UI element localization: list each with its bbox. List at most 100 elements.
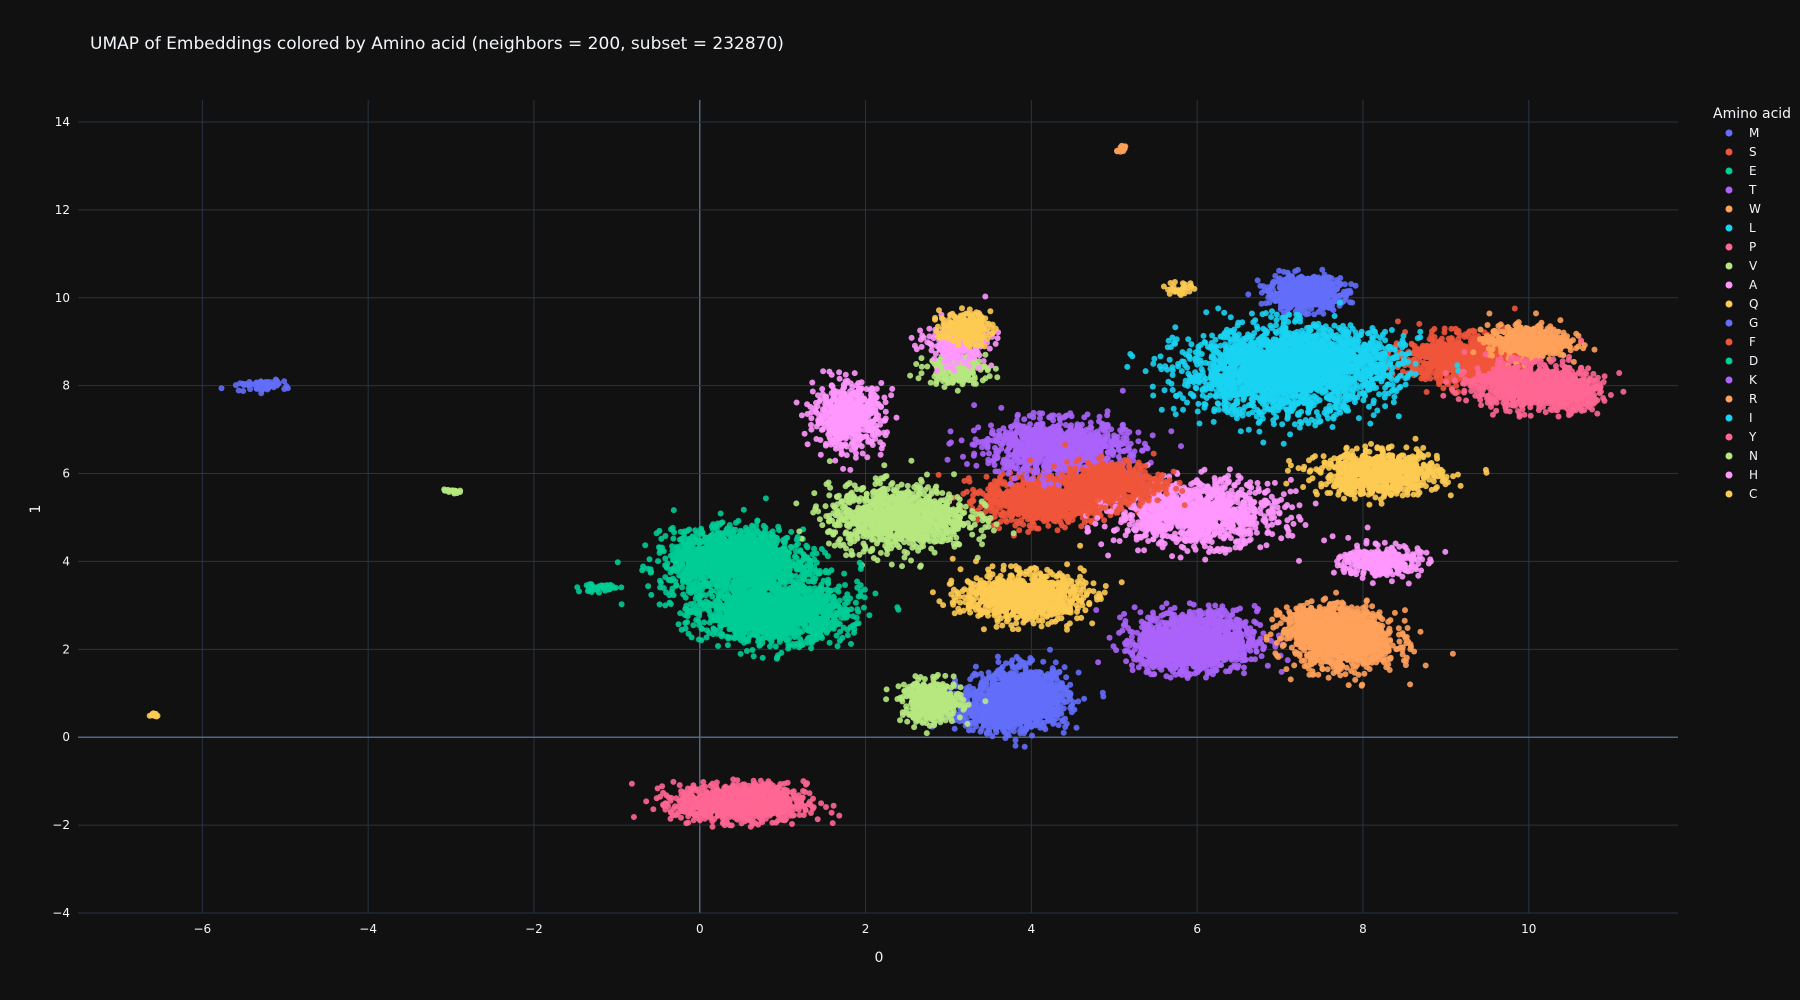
point <box>988 481 994 488</box>
point <box>1435 353 1442 360</box>
point <box>754 517 761 524</box>
point <box>995 659 1002 665</box>
point <box>960 490 967 497</box>
point <box>646 556 653 563</box>
point <box>1025 529 1032 535</box>
point <box>1046 701 1053 708</box>
point <box>1292 268 1299 275</box>
point <box>998 491 1005 498</box>
point <box>1443 355 1450 362</box>
point <box>1460 359 1467 366</box>
point <box>978 670 985 677</box>
point <box>1264 284 1271 291</box>
point <box>1012 742 1019 749</box>
point <box>1021 743 1028 750</box>
point <box>1394 318 1401 325</box>
point <box>1013 518 1020 525</box>
point <box>994 481 1001 488</box>
point <box>1421 361 1428 368</box>
point <box>1023 490 1030 497</box>
point <box>1436 338 1443 345</box>
point <box>1073 724 1080 731</box>
point <box>1468 361 1475 368</box>
point <box>1068 703 1075 710</box>
point <box>1059 717 1066 724</box>
point <box>1009 657 1016 664</box>
point <box>670 535 677 542</box>
point <box>966 478 973 485</box>
point <box>1308 292 1315 299</box>
point <box>1100 693 1107 700</box>
point <box>1431 325 1438 332</box>
point <box>1302 294 1309 301</box>
point <box>1019 673 1026 680</box>
point <box>1329 280 1336 287</box>
point <box>1294 305 1301 312</box>
point <box>1009 663 1016 669</box>
point <box>803 542 810 549</box>
point <box>1433 374 1440 381</box>
point <box>983 473 990 480</box>
point <box>1288 282 1295 289</box>
point <box>991 672 998 679</box>
point <box>1332 292 1338 298</box>
point <box>1283 304 1290 311</box>
point <box>1319 266 1326 273</box>
point <box>1040 658 1047 665</box>
point <box>970 486 976 493</box>
point <box>1411 342 1418 349</box>
point <box>788 528 795 535</box>
point <box>1245 291 1252 298</box>
point <box>1049 674 1055 681</box>
point <box>692 527 699 534</box>
point <box>1034 675 1041 681</box>
point <box>1452 325 1459 332</box>
point <box>1287 290 1294 297</box>
point <box>1285 275 1292 282</box>
point <box>1047 646 1053 653</box>
point <box>1021 480 1028 487</box>
point <box>993 508 1000 515</box>
point <box>1328 275 1335 282</box>
point <box>1341 281 1348 288</box>
point <box>714 520 721 527</box>
point <box>1442 361 1448 368</box>
point <box>281 378 288 385</box>
point <box>669 524 676 531</box>
point <box>1296 274 1303 281</box>
point <box>655 558 661 565</box>
point <box>1061 699 1068 706</box>
point <box>1282 299 1289 306</box>
point <box>1349 299 1356 306</box>
point <box>1422 354 1429 361</box>
point <box>1066 694 1073 701</box>
point <box>1045 522 1052 529</box>
point <box>993 499 1000 505</box>
point <box>246 379 253 385</box>
point <box>1075 669 1082 676</box>
point <box>1002 516 1009 523</box>
point <box>1062 524 1068 531</box>
point <box>1321 271 1328 278</box>
point <box>1042 509 1049 516</box>
point <box>1319 276 1326 283</box>
point <box>1029 732 1035 739</box>
point <box>1000 680 1007 687</box>
point <box>1279 293 1286 300</box>
point <box>1438 344 1444 350</box>
point <box>670 507 677 514</box>
point <box>1032 495 1039 502</box>
point <box>1325 304 1332 311</box>
point <box>1054 527 1061 534</box>
point <box>1426 336 1433 343</box>
point <box>1058 513 1065 520</box>
point <box>1416 320 1423 327</box>
point <box>1032 482 1039 489</box>
point <box>994 653 1001 660</box>
point <box>1445 345 1452 352</box>
point <box>1075 698 1082 705</box>
point <box>1328 287 1335 294</box>
point <box>1065 515 1072 522</box>
point <box>1311 300 1318 307</box>
point <box>1305 275 1312 282</box>
